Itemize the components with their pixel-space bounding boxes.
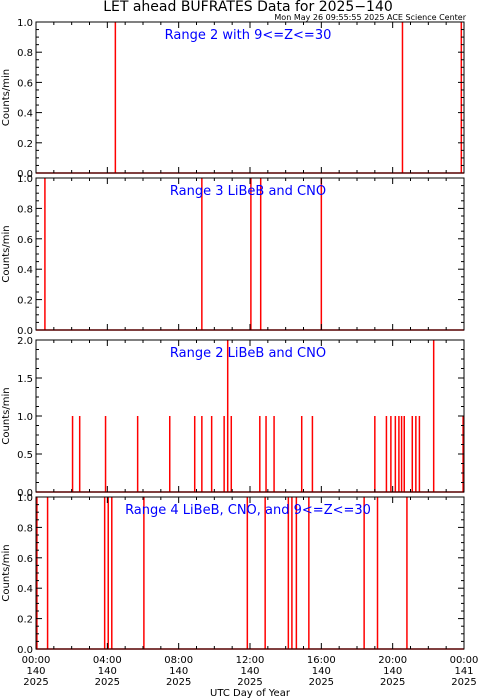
plot-frame <box>35 496 465 650</box>
y-tick-label: 0.6 <box>17 235 33 246</box>
figure-title: LET ahead BUFRATES Data for 2025−140 <box>103 0 393 15</box>
y-tick-label: 0.2 <box>17 615 33 626</box>
y-axis-label: Counts/min <box>1 387 12 444</box>
y-axis-label: Counts/min <box>1 544 12 601</box>
x-tick-day: 140 <box>312 666 331 677</box>
y-tick-label: 0.2 <box>17 296 33 307</box>
x-tick-year: 2025 <box>166 677 191 688</box>
plot-frame <box>35 21 465 174</box>
y-tick-label: 1.5 <box>17 374 33 385</box>
panel-label: Range 2 with 9<=Z<=30 <box>165 28 332 43</box>
x-tick-time: 12:00 <box>236 655 265 666</box>
y-tick-label: 1.0 <box>17 18 33 29</box>
plot-frame <box>35 339 465 493</box>
x-tick-day: 140 <box>169 666 188 677</box>
panel-4: 0.0 0.2 0.4 0.6 0.8 1.0 Counts/min Range 4 LiBe… <box>1 493 465 656</box>
x-axis-ticklabels: 00:00140202504:00140202508:00140202512:0… <box>22 655 479 688</box>
y-tick-label: 1.0 <box>17 493 33 504</box>
x-tick-day: 140 <box>98 666 117 677</box>
panel-2: 0.0 0.2 0.4 0.6 0.8 1.0 Counts/min Range 3 LiBe… <box>1 174 465 337</box>
x-tick-day: 140 <box>240 666 259 677</box>
panel-3: 0.0 0.5 1.0 1.5 2.0 Counts/min Range 2 LiBeB a… <box>1 336 465 499</box>
x-tick-year: 2025 <box>95 677 120 688</box>
y-tick-label: 0.0 <box>17 645 33 656</box>
panel-label: Range 2 LiBeB and CNO <box>170 346 326 361</box>
x-tick-time: 00:00 <box>450 655 479 666</box>
y-tick-label: 0.5 <box>17 450 33 461</box>
y-tick-label: 0.8 <box>17 523 33 534</box>
x-axis-label: UTC Day of Year <box>210 688 291 699</box>
x-tick-year: 2025 <box>23 677 48 688</box>
panel-label: Range 4 LiBeB, CNO, and 9<=Z<=30 <box>125 503 371 518</box>
y-tick-label: 0.8 <box>17 204 33 215</box>
y-tick-label: 0.0 <box>17 326 33 337</box>
y-axis-label: Counts/min <box>1 225 12 282</box>
y-tick-label: 0.6 <box>17 78 33 89</box>
x-tick-time: 04:00 <box>93 655 122 666</box>
y-axis-label: Counts/min <box>1 69 12 126</box>
x-tick-time: 20:00 <box>378 655 407 666</box>
y-tick-label: 0.4 <box>17 109 33 120</box>
timestamp-label: Mon May 26 09:55:55 2025 ACE Science Cen… <box>274 13 466 22</box>
y-tick-label: 0.0 <box>17 169 33 180</box>
plot-frame <box>35 177 465 331</box>
x-tick-time: 00:00 <box>22 655 51 666</box>
x-tick-year: 2025 <box>309 677 334 688</box>
y-tick-label: 1.0 <box>17 412 33 423</box>
x-tick-year: 2025 <box>451 677 476 688</box>
x-tick-time: 08:00 <box>164 655 193 666</box>
y-tick-label: 0.8 <box>17 48 33 59</box>
panel-1: 0.0 0.2 0.4 0.6 0.8 1.0 Counts/min Range 2 with… <box>1 18 465 180</box>
y-tick-label: 2.0 <box>17 336 33 347</box>
y-tick-label: 0.4 <box>17 265 33 276</box>
panels-group: 0.0 0.2 0.4 0.6 0.8 1.0 Counts/min Range 2 with… <box>1 18 465 656</box>
y-tick-label: 0.6 <box>17 554 33 565</box>
panel-label: Range 3 LiBeB and CNO <box>170 184 326 199</box>
y-tick-label: 1.0 <box>17 174 33 185</box>
x-tick-day: 140 <box>26 666 45 677</box>
x-tick-time: 16:00 <box>307 655 336 666</box>
x-tick-year: 2025 <box>380 677 405 688</box>
x-tick-day: 141 <box>454 666 473 677</box>
x-tick-year: 2025 <box>237 677 262 688</box>
y-tick-label: 0.2 <box>17 139 33 150</box>
y-tick-label: 0.0 <box>17 488 33 499</box>
x-tick-day: 140 <box>383 666 402 677</box>
y-tick-label: 0.4 <box>17 584 33 595</box>
